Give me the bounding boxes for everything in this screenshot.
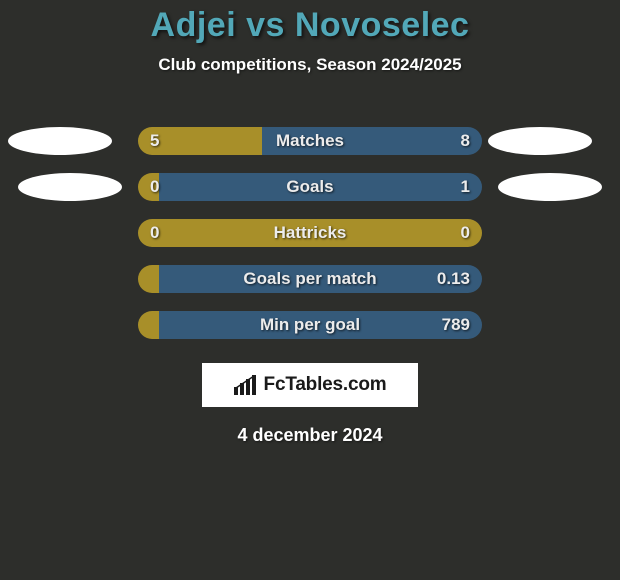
title-left: Adjei [151,6,237,44]
title-right: Novoselec [295,6,470,44]
value-left: 5 [150,127,159,155]
bar-track [138,311,482,339]
value-right: 789 [442,311,470,339]
value-right: 1 [461,173,470,201]
stat-row: 00Hattricks [0,209,620,255]
stat-row: 789Min per goal [0,301,620,347]
bar-right [159,173,482,201]
player-left-ellipse-1 [8,127,112,155]
bar-left [138,219,482,247]
value-right: 0 [461,219,470,247]
brand-text: FcTables.com [264,374,387,396]
bar-track [138,219,482,247]
bar-track [138,127,482,155]
bar-left [138,265,159,293]
title-vs: vs [246,6,285,44]
player-right-ellipse-2 [498,173,602,201]
stat-row: 0.13Goals per match [0,255,620,301]
value-left: 0 [150,173,159,201]
chart-area: 58Matches01Goals00Hattricks0.13Goals per… [0,117,620,347]
bar-right [159,311,482,339]
page-title: Adjei vs Novoselec [0,0,620,45]
value-left: 0 [150,219,159,247]
bar-track [138,265,482,293]
brand-badge: FcTables.com [202,363,418,407]
value-right: 0.13 [437,265,470,293]
bar-right [159,265,482,293]
player-right-ellipse-1 [488,127,592,155]
value-right: 8 [461,127,470,155]
player-left-ellipse-2 [18,173,122,201]
bar-track [138,173,482,201]
date-label: 4 december 2024 [0,425,620,446]
subtitle: Club competitions, Season 2024/2025 [0,55,620,75]
bar-left [138,311,159,339]
bars-icon [234,375,258,395]
bar-right [262,127,482,155]
comparison-infographic: Adjei vs Novoselec Club competitions, Se… [0,0,620,580]
